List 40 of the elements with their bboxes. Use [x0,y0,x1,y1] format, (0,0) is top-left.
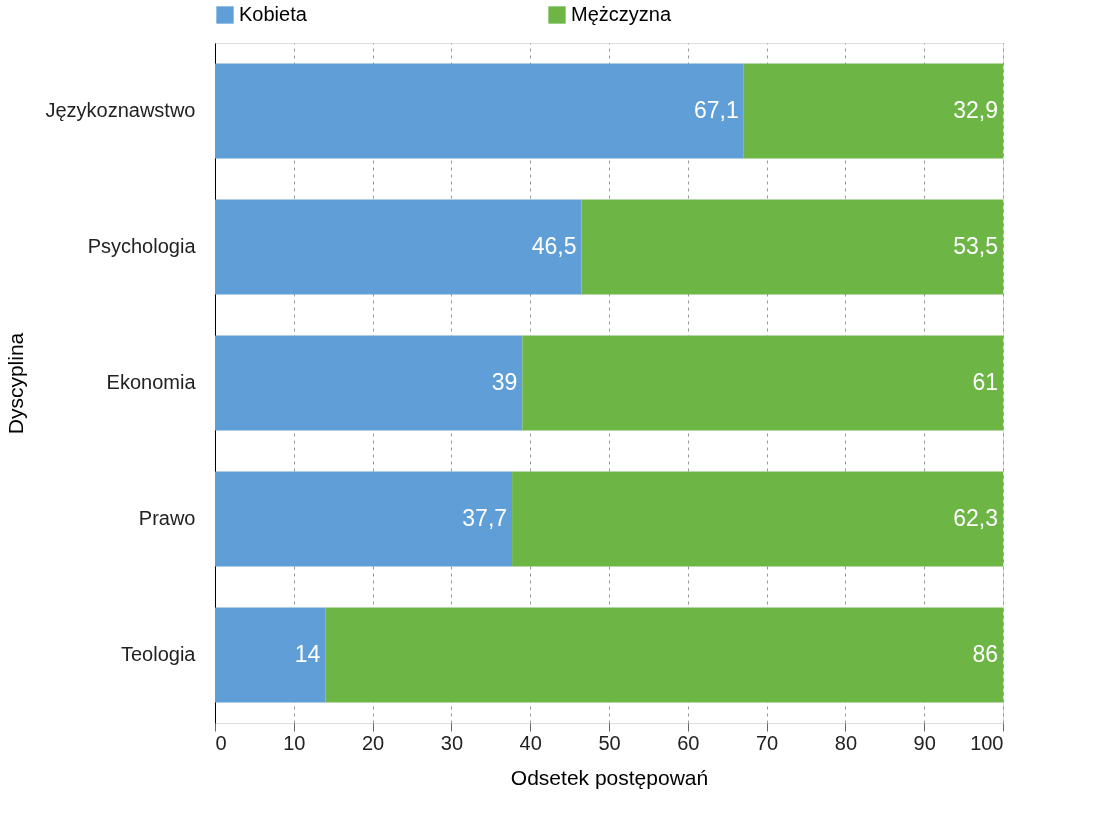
data-label: 67,1 [693,97,739,123]
data-label: 32,9 [953,97,998,123]
x-tick-label: 30 [440,731,464,754]
x-tick-label: 60 [677,731,700,754]
x-tick-label: 90 [913,731,936,754]
data-label: 39 [491,369,518,395]
data-label: 37,7 [462,505,508,531]
data-label: 86 [972,641,998,667]
legend-label: Kobieta [239,3,308,25]
bar [581,199,1003,295]
bar [215,607,326,703]
bar [215,63,744,159]
bar [743,63,1003,159]
y-tick-label: Teologia [120,643,197,665]
x-tick-label: 70 [755,731,779,754]
bar [512,471,1003,567]
data-label: 61 [972,369,998,395]
x-axis-title: Odsetek postępowań [510,765,709,789]
bar [522,335,1003,431]
y-tick-label: Prawo [138,507,196,529]
x-tick-label: 100 [970,731,1004,754]
y-tick-label: Psychologia [87,235,197,257]
data-label: 46,5 [531,233,577,259]
y-tick-label: Językoznawstwo [45,99,196,121]
x-tick-label: 80 [834,731,858,754]
bar [215,335,523,431]
data-label: 14 [294,641,321,667]
x-tick-label: 50 [598,731,621,754]
x-tick-label: 0 [215,731,227,754]
y-axis-title: Dyscyplina [4,332,28,435]
data-label: 53,5 [953,233,998,259]
y-tick-label: Ekonomia [106,371,197,393]
data-label: 62,3 [953,505,998,531]
bar [215,199,582,295]
bar [215,471,513,567]
x-tick-label: 10 [283,731,306,754]
x-tick-label: 40 [519,731,542,754]
bar [325,607,1003,703]
x-tick-label: 20 [361,731,385,754]
legend-label: Mężczyzna [571,3,672,25]
